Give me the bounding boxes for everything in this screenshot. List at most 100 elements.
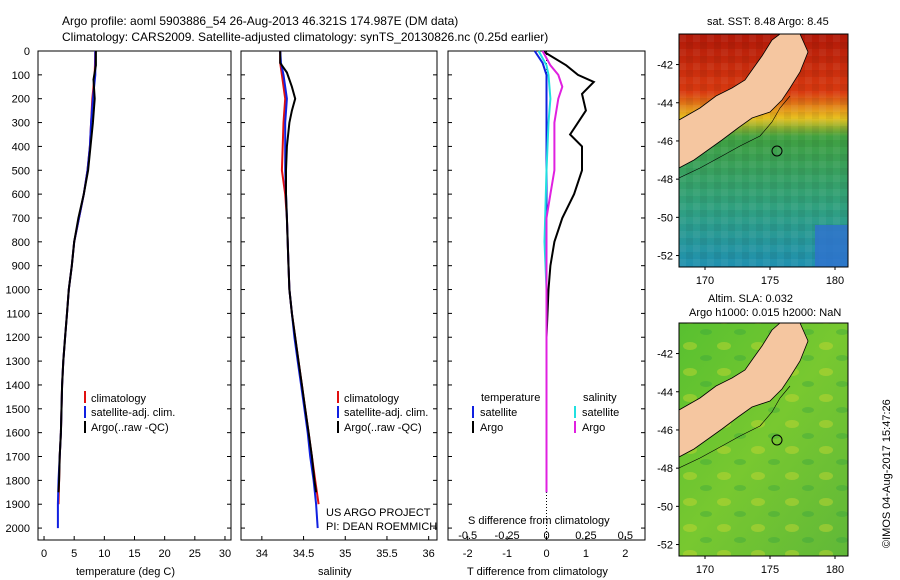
y-tick-label: 1500 <box>6 404 30 416</box>
s-difference-label: S difference from climatology <box>468 515 610 527</box>
x-tick-label: 2 <box>622 548 628 560</box>
title-line-1: Argo profile: aoml 5903886_54 26-Aug-201… <box>62 14 458 28</box>
new-zealand-land-2 <box>679 323 809 458</box>
y-tick-label: 500 <box>12 165 30 177</box>
s-tick-label: -0.25 <box>495 530 520 542</box>
map-y-tick-label: -50 <box>657 212 673 224</box>
salinity-xlabel: salinity <box>318 566 352 578</box>
sla-map <box>679 323 848 556</box>
salinity-axes: 34 34.5 35 35.5 36 <box>241 50 437 560</box>
x-tick-label: 0 <box>41 548 47 560</box>
sst-front-contour <box>679 95 791 179</box>
legend-label-t-argo: Argo <box>480 422 503 434</box>
legend-title-temperature: temperature <box>481 392 540 404</box>
temperature-axes: 0 5 10 15 20 25 30 <box>38 50 231 560</box>
x-tick-label: 35.5 <box>376 548 397 560</box>
y-tick-label: 1900 <box>6 499 30 511</box>
map-y-tick-label: -52 <box>657 540 673 552</box>
series-line-t-argo <box>542 50 596 493</box>
map-y-tick-label: -52 <box>657 251 673 263</box>
temperature-xlabel: temperature (deg C) <box>76 566 175 578</box>
argo-position-marker-2 <box>771 434 783 446</box>
s-tick-label: 0.25 <box>575 530 596 542</box>
y-tick-label: 1200 <box>6 332 30 344</box>
legend-label-satellite: satellite-adj. clim. <box>91 407 175 419</box>
temperature-legend: climatology satellite-adj. clim. Argo(..… <box>84 391 175 434</box>
series-line-climatology <box>57 50 97 505</box>
salinity-series <box>279 50 320 529</box>
x-tick-label: 25 <box>189 548 201 560</box>
sst-cold-patch <box>815 225 848 267</box>
pi-label: PI: DEAN ROEMMICH <box>326 521 437 533</box>
x-tick-label: 36 <box>423 548 435 560</box>
sla-map-title-2: Argo h1000: 0.015 h2000: NaN <box>689 307 841 319</box>
map-y-tick-label: -48 <box>657 463 673 475</box>
legend-label-argo: Argo(..raw -QC) <box>344 422 422 434</box>
difference-legend: temperature salinity satellite Argo sate… <box>472 392 619 434</box>
map-x-tick-label: 175 <box>761 564 779 576</box>
x-tick-label: -1 <box>502 548 512 560</box>
depth-tick-labels: 0 100 200 300 400 500 600 700 800 900 1000 1100 1200… <box>6 46 30 535</box>
x-tick-label: 10 <box>98 548 110 560</box>
series-line-s-argo <box>541 50 564 493</box>
map-y-tick-label: -48 <box>657 174 673 186</box>
legend-label-argo: Argo(..raw -QC) <box>91 422 169 434</box>
legend-label-climatology: climatology <box>91 393 147 405</box>
x-tick-label: 34 <box>256 548 268 560</box>
legend-label-t-satellite: satellite <box>480 407 517 419</box>
map-x-tick-label: 170 <box>696 275 714 287</box>
sla-map-frame <box>678 322 849 557</box>
y-tick-label: 800 <box>12 237 30 249</box>
s-tick-label: 0.5 <box>618 530 633 542</box>
legend-label-s-argo: Argo <box>582 422 605 434</box>
temperature-series <box>56 50 97 529</box>
map-y-tick-label: -44 <box>657 98 673 110</box>
x-tick-label: -2 <box>463 548 473 560</box>
sla-contour <box>679 385 791 469</box>
map-x-tick-label: 180 <box>826 564 844 576</box>
s-difference-tick-labels: -0.5 -0.25 0 0.25 0.5 <box>458 530 633 542</box>
y-tick-label: 1700 <box>6 452 30 464</box>
y-tick-label: 1400 <box>6 380 30 392</box>
y-tick-label: 900 <box>12 261 30 273</box>
map-x-tick-label: 175 <box>761 275 779 287</box>
y-tick-label: 1600 <box>6 428 30 440</box>
x-tick-label: 0 <box>543 548 549 560</box>
new-zealand-land <box>679 34 809 169</box>
legend-label-satellite: satellite-adj. clim. <box>344 407 428 419</box>
s-tick-label: 0 <box>543 530 549 542</box>
map-x-tick-label: 170 <box>696 564 714 576</box>
y-tick-label: 100 <box>12 70 30 82</box>
legend-title-salinity: salinity <box>583 392 617 404</box>
series-line-argo---raw--qc- <box>279 51 318 493</box>
x-tick-label: 1 <box>583 548 589 560</box>
map-y-tick-label: -46 <box>657 136 673 148</box>
sla-map-ticks: 170 175 180 -42 -44 -46 -48 -50 -52 <box>657 349 844 576</box>
y-tick-label: 1100 <box>6 308 30 320</box>
y-tick-label: 2000 <box>6 523 30 535</box>
sst-map-frame <box>678 33 849 268</box>
y-tick-label: 1800 <box>6 475 30 487</box>
map-x-tick-label: 180 <box>826 275 844 287</box>
difference-axes: -2 -1 0 1 2 <box>448 50 645 560</box>
y-tick-label: 0 <box>24 46 30 58</box>
x-tick-label: 15 <box>128 548 140 560</box>
temperature-panel-frame <box>37 50 232 541</box>
series-line-t-satellite <box>533 50 548 493</box>
map-y-tick-label: -50 <box>657 501 673 513</box>
map-y-tick-label: -46 <box>657 425 673 437</box>
legend-label-climatology: climatology <box>344 393 400 405</box>
t-difference-xlabel: T difference from climatology <box>467 566 608 578</box>
salinity-legend: climatology satellite-adj. clim. Argo(..… <box>337 391 428 434</box>
difference-series <box>533 50 596 540</box>
map-y-tick-label: -42 <box>657 60 673 72</box>
x-tick-label: 20 <box>159 548 171 560</box>
y-tick-label: 600 <box>12 189 30 201</box>
argo-position-marker <box>771 145 783 157</box>
x-tick-label: 34.5 <box>293 548 314 560</box>
sla-map-title-1: Altim. SLA: 0.032 <box>708 293 793 305</box>
s-tick-label: -0.5 <box>458 530 477 542</box>
y-tick-label: 400 <box>12 141 30 153</box>
map-y-tick-label: -42 <box>657 349 673 361</box>
y-tick-label: 200 <box>12 94 30 106</box>
